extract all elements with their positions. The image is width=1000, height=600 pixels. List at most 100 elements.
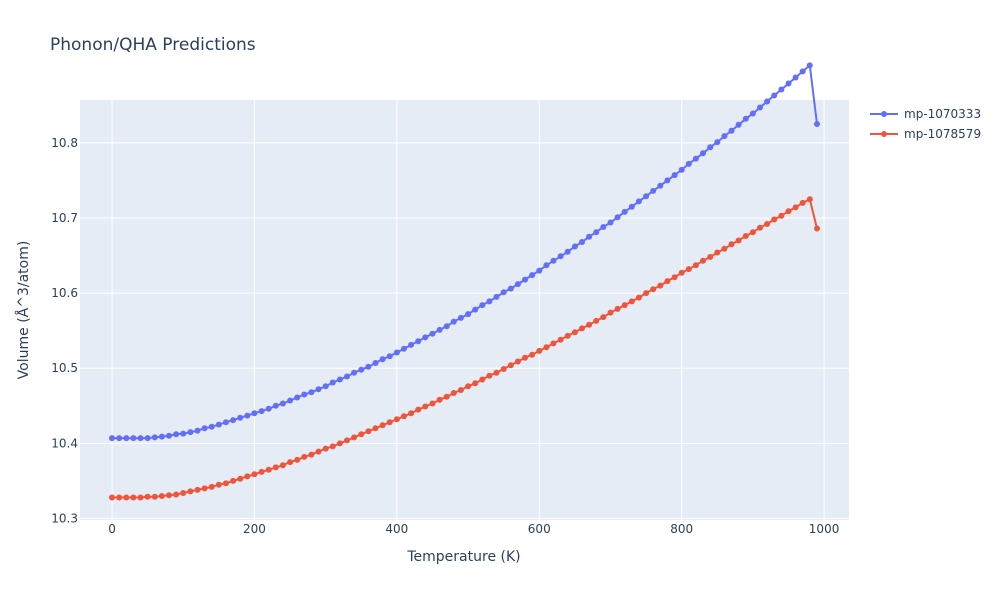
data-point <box>244 473 251 480</box>
legend[interactable]: mp-1070333 mp-1078579 <box>870 107 981 141</box>
y-tick-label: 10.7 <box>51 211 78 225</box>
data-point <box>287 459 294 466</box>
data-point <box>806 62 813 69</box>
legend-marker <box>881 131 887 137</box>
y-tick-label: 10.6 <box>51 286 78 300</box>
data-point <box>628 203 635 210</box>
data-point <box>586 233 593 240</box>
data-point <box>600 224 607 230</box>
data-point <box>415 406 422 413</box>
data-point <box>564 248 571 255</box>
data-point <box>764 221 771 227</box>
data-point <box>457 314 464 321</box>
data-point <box>194 486 201 493</box>
data-point <box>593 229 600 236</box>
data-point <box>372 425 379 432</box>
data-point <box>714 139 721 146</box>
data-point <box>144 435 151 442</box>
data-point <box>700 257 706 264</box>
data-point <box>158 493 165 499</box>
data-point <box>336 440 343 447</box>
data-point <box>258 468 265 475</box>
data-point <box>187 488 194 495</box>
data-point <box>329 443 336 450</box>
series-layer <box>109 62 820 501</box>
data-point <box>123 494 130 501</box>
data-point <box>187 429 194 436</box>
data-point <box>749 229 756 236</box>
data-point <box>628 298 635 305</box>
data-point <box>351 369 358 376</box>
data-point <box>607 309 614 316</box>
data-point <box>514 358 521 365</box>
data-point <box>571 243 578 250</box>
data-point <box>116 435 123 442</box>
data-point <box>287 397 294 404</box>
data-point <box>294 456 301 463</box>
data-point <box>486 298 493 305</box>
data-point <box>664 177 671 184</box>
data-point <box>144 493 151 500</box>
data-point <box>215 481 222 488</box>
data-point <box>643 290 650 297</box>
data-point <box>785 80 792 87</box>
data-point <box>429 330 436 337</box>
data-point <box>685 266 692 273</box>
data-point <box>514 281 521 288</box>
data-point <box>358 366 365 373</box>
data-point <box>201 425 208 432</box>
grid <box>80 100 849 520</box>
data-point <box>358 431 365 438</box>
data-point <box>123 435 130 442</box>
data-point <box>279 462 286 469</box>
data-point <box>650 187 657 194</box>
y-tick-label: 10.3 <box>51 511 78 525</box>
data-point <box>422 334 429 341</box>
data-point <box>771 216 778 223</box>
data-point <box>365 363 372 370</box>
x-tick-label: 1000 <box>809 522 840 536</box>
data-point <box>230 417 237 424</box>
chart-title: Phonon/QHA Predictions <box>50 35 256 55</box>
data-point <box>749 110 756 117</box>
legend-label: mp-1070333 <box>904 107 981 121</box>
y-tick-label: 10.5 <box>51 361 78 375</box>
data-point <box>272 464 279 471</box>
data-point <box>415 338 422 345</box>
series-line <box>112 197 818 499</box>
data-point <box>230 477 237 484</box>
data-point <box>635 294 642 301</box>
data-point <box>550 340 557 347</box>
data-point <box>792 204 799 211</box>
data-point <box>436 326 443 333</box>
data-point <box>301 391 308 398</box>
data-point <box>173 431 180 438</box>
data-point <box>785 208 792 215</box>
data-point <box>678 269 685 276</box>
data-point <box>742 115 749 122</box>
y-tick-label: 10.8 <box>51 136 78 150</box>
data-point <box>237 475 244 482</box>
data-point <box>223 480 229 487</box>
legend-marker <box>881 111 887 117</box>
data-point <box>130 435 137 442</box>
data-point <box>472 380 479 387</box>
legend-item[interactable]: mp-1078579 <box>870 127 981 141</box>
data-point <box>650 286 657 293</box>
data-point <box>351 434 358 441</box>
data-point <box>529 272 536 279</box>
data-point <box>201 485 208 492</box>
data-point <box>130 494 137 501</box>
data-point <box>707 254 714 260</box>
data-point <box>279 400 286 407</box>
data-point <box>208 423 215 430</box>
plot-area <box>80 100 849 520</box>
data-point <box>536 267 543 274</box>
x-axis-ticks: 0 200 400 600 800 1000 <box>108 522 839 536</box>
data-point <box>507 362 514 369</box>
data-point <box>223 419 229 426</box>
data-point <box>486 372 493 379</box>
data-point <box>657 282 664 289</box>
legend-item[interactable]: mp-1070333 <box>870 107 981 121</box>
data-point <box>579 239 585 245</box>
